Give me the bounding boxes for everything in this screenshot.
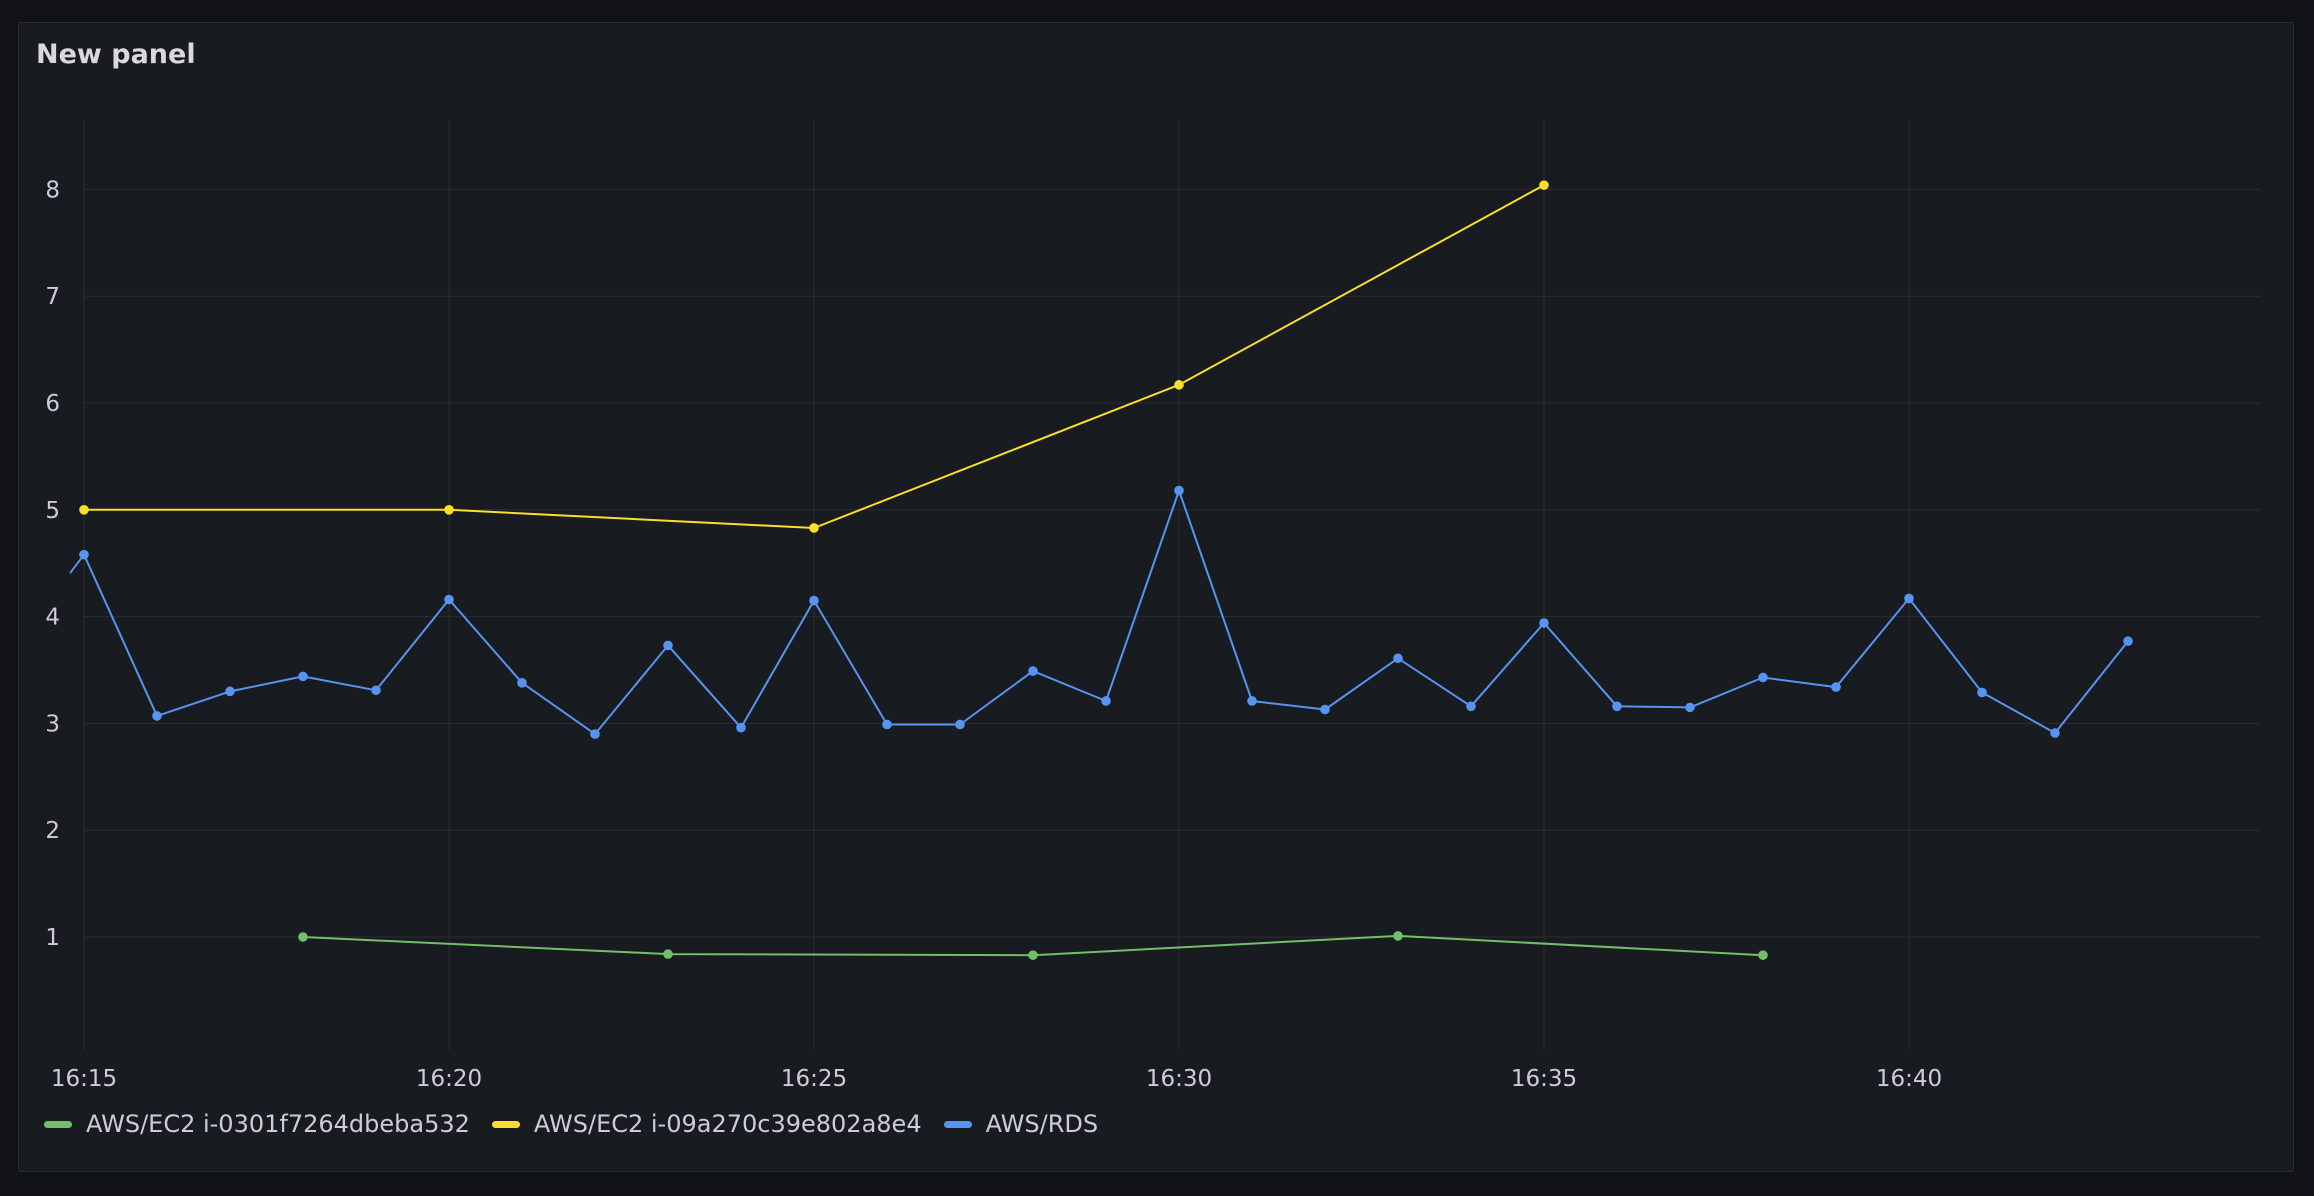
data-point[interactable] (2050, 728, 2060, 738)
y-tick-label: 8 (45, 177, 60, 203)
series-lines (69, 184, 2129, 957)
x-tick-label: 16:30 (1146, 1066, 1212, 1092)
data-point[interactable] (225, 686, 235, 697)
y-tick-label: 2 (45, 818, 60, 844)
data-point[interactable] (2123, 636, 2133, 646)
data-point[interactable] (1539, 618, 1549, 628)
panel-title[interactable]: New panel (36, 39, 196, 70)
data-point[interactable] (79, 505, 89, 515)
data-point[interactable] (444, 594, 454, 605)
axes: 1 2 3 4 5 6 7 8 16:15 16:20 16:25 16:30 16:35 16:40 (45, 177, 1942, 1092)
data-point[interactable] (1174, 380, 1184, 390)
data-point[interactable] (590, 729, 600, 739)
y-tick-label: 4 (45, 605, 60, 631)
data-point[interactable] (1831, 682, 1841, 692)
x-tick-label: 16:35 (1511, 1066, 1577, 1092)
data-point[interactable] (1904, 593, 1914, 604)
data-point[interactable] (444, 505, 454, 515)
x-tick-label: 16:20 (416, 1066, 482, 1092)
data-point[interactable] (298, 671, 308, 682)
data-point[interactable] (1028, 666, 1038, 676)
data-point[interactable] (1393, 653, 1403, 664)
data-point[interactable] (371, 685, 381, 696)
legend-label: AWS/EC2 i-09a270c39e802a8e4 (533, 1110, 922, 1138)
legend-label: AWS/EC2 i-0301f7264dbeba532 (86, 1110, 470, 1138)
data-point[interactable] (1320, 704, 1330, 715)
y-tick-label: 5 (45, 498, 60, 524)
data-point[interactable] (298, 932, 308, 942)
x-tick-label: 16:40 (1876, 1066, 1942, 1092)
data-point[interactable] (1758, 672, 1768, 683)
y-tick-label: 6 (45, 391, 60, 417)
data-point[interactable] (1758, 950, 1768, 960)
data-point[interactable] (1612, 701, 1622, 712)
data-point[interactable] (1174, 485, 1184, 496)
data-point[interactable] (1466, 701, 1476, 712)
data-point[interactable] (663, 949, 673, 959)
legend-item[interactable]: AWS/EC2 i-0301f7264dbeba532 (44, 1110, 470, 1138)
chart-panel: New panel (18, 22, 2294, 1172)
legend-swatch (491, 1120, 520, 1128)
y-tick-label: 3 (45, 711, 60, 737)
x-tick-label: 16:15 (51, 1066, 117, 1092)
data-point[interactable] (1247, 696, 1257, 706)
data-point[interactable] (1539, 180, 1549, 190)
x-tick-label: 16:25 (781, 1066, 847, 1092)
data-point[interactable] (882, 719, 892, 730)
legend-swatch (943, 1120, 972, 1128)
data-point[interactable] (1101, 696, 1111, 706)
data-point[interactable] (152, 711, 162, 721)
data-point[interactable] (736, 722, 746, 733)
legend-swatch (44, 1120, 72, 1128)
legend: AWS/EC2 i-0301f7264dbeba532 AWS/EC2 i-09a… (44, 1110, 1098, 1138)
legend-label: AWS/RDS (985, 1110, 1099, 1138)
legend-item[interactable]: AWS/EC2 i-09a270c39e802a8e4 (491, 1110, 922, 1138)
series-line-2[interactable] (69, 489, 2129, 736)
data-point[interactable] (79, 549, 89, 560)
data-point[interactable] (955, 719, 965, 730)
data-point[interactable] (1393, 931, 1403, 941)
data-point[interactable] (1977, 687, 1987, 698)
legend-item[interactable]: AWS/RDS (943, 1110, 1099, 1138)
series-points (79, 180, 2133, 960)
grid (83, 120, 2260, 1050)
data-point[interactable] (517, 678, 527, 688)
y-tick-label: 7 (45, 284, 60, 310)
data-point[interactable] (809, 595, 819, 606)
data-point[interactable] (663, 640, 673, 651)
y-tick-label: 1 (45, 925, 60, 951)
data-point[interactable] (1685, 702, 1695, 713)
data-point[interactable] (1028, 950, 1038, 960)
data-point[interactable] (809, 523, 819, 533)
